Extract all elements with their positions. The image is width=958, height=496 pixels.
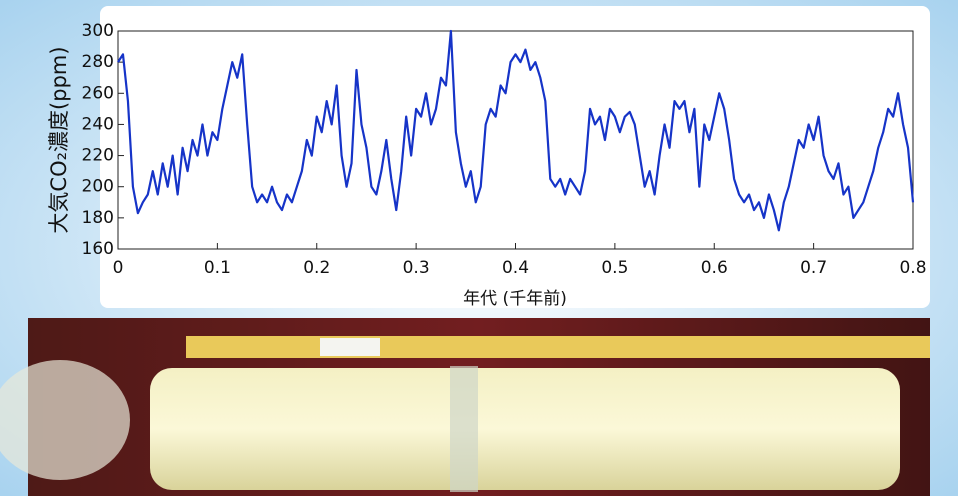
x-axis-label: 年代 (千年前) [463,289,567,309]
y-tick-label: 300 [82,21,114,41]
x-tick-label: 0 [113,258,124,278]
y-tick-label: 240 [82,114,114,134]
y-tick-label: 220 [82,146,114,166]
y-tick-label: 180 [82,208,114,228]
x-tick-label: 0.8 [899,258,926,278]
ice-core-photo [0,318,930,496]
x-tick-label: 0.7 [800,258,827,278]
ice-core [150,368,900,490]
chart-panel [100,6,930,308]
ruler [186,336,930,358]
y-tick-label: 200 [82,177,114,197]
ruler-label [320,338,380,356]
x-tick-label: 0.4 [502,258,529,278]
snow [0,360,130,480]
y-tick-label: 160 [82,239,114,259]
y-axis-label: 大気CO₂濃度(ppm) [47,46,71,233]
co2-line [117,29,915,232]
x-tick-label: 0.3 [403,258,430,278]
core-band [450,366,478,492]
x-tick-label: 0.2 [303,258,330,278]
x-tick-label: 0.5 [601,258,628,278]
x-tick-label: 0.6 [701,258,728,278]
x-tick-label: 0.1 [204,258,231,278]
y-tick-label: 260 [82,83,114,103]
y-tick-label: 280 [82,52,114,72]
